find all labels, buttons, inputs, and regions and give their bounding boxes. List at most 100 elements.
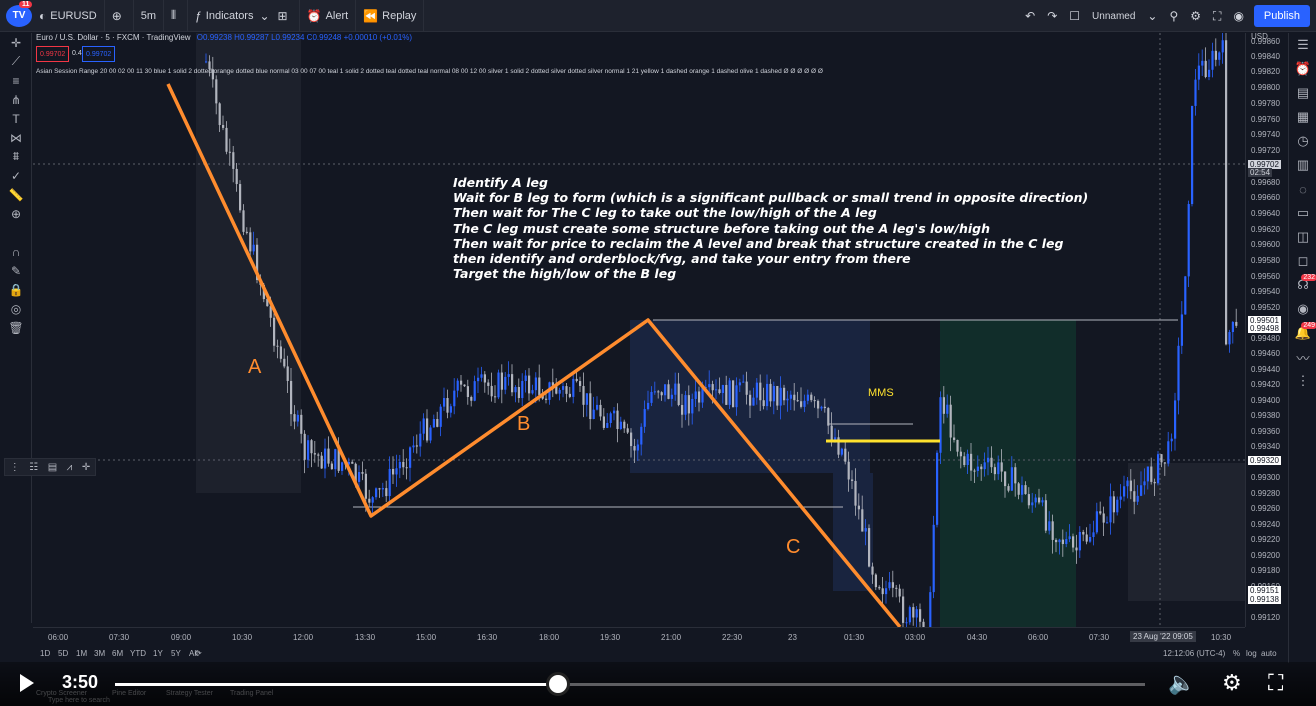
plus-circle-icon: ⊕ bbox=[111, 8, 122, 23]
text-icon[interactable]: T bbox=[12, 111, 20, 126]
alert-button[interactable]: ⏰ Alert bbox=[300, 0, 357, 32]
publish-button[interactable]: Publish bbox=[1253, 5, 1310, 27]
right-sidebar: ☰ ⏰ ▤ ▦ ◷ ▥ ◌ ▭ ◫ ◻ ☊ 232 ◉ 🔔 249 〰 ⋮ bbox=[1288, 33, 1316, 663]
strategy-notes[interactable]: Identify A leg Wait for B leg to form (w… bbox=[453, 175, 1088, 281]
magnet-icon[interactable]: ∩ bbox=[11, 244, 21, 259]
range-button-6m[interactable]: 6M bbox=[112, 649, 124, 658]
indicators-button[interactable]: ƒ Indicators ⌄ ⊞ bbox=[188, 0, 300, 32]
goto-date-icon[interactable]: ⟳ bbox=[195, 649, 202, 658]
search-icon[interactable]: ⚲ bbox=[1169, 9, 1179, 23]
zoom-in-icon[interactable]: ⊕ bbox=[10, 206, 22, 221]
watchlist-icon[interactable]: ☰ bbox=[1297, 37, 1309, 52]
leg-c-label[interactable]: C bbox=[786, 536, 801, 558]
currency-label[interactable]: USD bbox=[1251, 32, 1268, 41]
range-button-all[interactable]: All bbox=[189, 649, 198, 658]
crosshair-icon[interactable]: ✛ bbox=[10, 35, 22, 50]
streams-icon[interactable]: ☊ 232 bbox=[1297, 274, 1316, 292]
settings-icon[interactable]: ⚙ bbox=[1222, 670, 1242, 695]
chat-icon[interactable]: ▭ bbox=[1296, 205, 1310, 220]
undo-icon[interactable]: ↶ bbox=[1025, 9, 1036, 23]
candle-body bbox=[976, 466, 979, 471]
fullscreen-icon[interactable]: ⛶ bbox=[1268, 670, 1284, 695]
trash-icon[interactable]: 🗑 bbox=[8, 320, 24, 335]
price-label: 0.99340 bbox=[1251, 442, 1280, 451]
symbol-search-button[interactable]: ◐ EURUSD bbox=[32, 0, 105, 32]
interval-button[interactable]: 5m bbox=[134, 0, 165, 32]
floating-toolbar[interactable]: ⋮ ☷ ▤ ⩘ ✛ bbox=[4, 458, 96, 476]
pitchfork-icon[interactable]: ⋔ bbox=[10, 92, 22, 107]
fullscreen-icon[interactable]: ⛶ bbox=[1213, 8, 1222, 23]
lightbulb-icon[interactable]: ◌ bbox=[1299, 181, 1307, 197]
indicator-legend[interactable]: Asian Session Range 20 00 02 00 11 30 bl… bbox=[36, 68, 823, 75]
candle-body bbox=[616, 410, 619, 430]
data-window-icon[interactable]: ▤ bbox=[1296, 85, 1310, 100]
volume-icon[interactable]: 🔈 bbox=[1168, 670, 1196, 695]
candle-body bbox=[398, 461, 401, 469]
time-label: 12:00 bbox=[293, 633, 314, 642]
range-button-5d[interactable]: 5D bbox=[58, 649, 69, 658]
note-line: Target the high/low of the B leg bbox=[453, 266, 677, 282]
ruler-icon[interactable]: 📏 bbox=[8, 187, 24, 202]
gear-icon[interactable]: ⚙ bbox=[1190, 9, 1202, 23]
pattern-icon[interactable]: ⋈ bbox=[10, 130, 22, 145]
chart-canvas[interactable] bbox=[33, 33, 1245, 627]
drag-handle-icon[interactable]: ⋮ bbox=[9, 461, 20, 473]
price-chart[interactable] bbox=[33, 33, 1245, 627]
progress-scrubber[interactable] bbox=[546, 672, 570, 696]
clock-icon[interactable]: ◷ bbox=[1297, 133, 1309, 148]
dom-icon[interactable]: ⋮ bbox=[1296, 373, 1310, 388]
log-toggle[interactable]: log bbox=[1246, 649, 1257, 658]
time-axis[interactable]: 06:00 07:30 09:00 10:30 12:00 13:30 15:00 16:30… bbox=[33, 627, 1245, 645]
range-button-3m[interactable]: 3M bbox=[94, 649, 106, 658]
range-button-5y[interactable]: 5Y bbox=[171, 649, 181, 658]
lines-icon[interactable]: ☷ bbox=[29, 461, 39, 473]
calendar-icon[interactable]: ▥ bbox=[1296, 157, 1310, 172]
hotlists-icon[interactable]: ▦ bbox=[1296, 109, 1310, 124]
price-axis[interactable]: USD 0.99860 0.99840 0.99820 0.99800 0.99780 0… bbox=[1245, 32, 1288, 627]
range-button-1y[interactable]: 1Y bbox=[153, 649, 163, 658]
compare-button[interactable]: ⊕ bbox=[105, 0, 134, 32]
progress-bar[interactable] bbox=[115, 683, 1145, 686]
alarm-clock-icon[interactable]: ⏰ bbox=[1294, 61, 1312, 76]
horizontal-lines-icon[interactable]: ≡ bbox=[12, 73, 20, 88]
lock-icon[interactable]: 🔒 bbox=[8, 282, 24, 297]
cursor-icon[interactable]: ✛ bbox=[81, 461, 91, 473]
measure-tools-icon[interactable]: ⩩ bbox=[12, 149, 20, 163]
chart-type-button[interactable]: ⫴ bbox=[164, 0, 189, 32]
range-button-1d[interactable]: 1D bbox=[40, 649, 51, 658]
candle-body bbox=[728, 380, 731, 405]
auto-toggle[interactable]: auto bbox=[1261, 649, 1277, 658]
broadcast-icon[interactable]: ◉ bbox=[1297, 301, 1309, 316]
sell-button[interactable]: 0.99702 bbox=[36, 46, 70, 62]
redo-icon[interactable]: ↷ bbox=[1047, 9, 1058, 23]
lock-drawings-icon[interactable]: ✎ bbox=[10, 263, 22, 278]
candle-body bbox=[1078, 531, 1081, 551]
layout-select-icon[interactable]: ☐ bbox=[1069, 9, 1081, 23]
buy-button[interactable]: 0.99702 bbox=[82, 46, 116, 62]
layout-name[interactable]: Unnamed bbox=[1092, 10, 1136, 22]
checkmark-icon[interactable]: ✓ bbox=[10, 168, 22, 183]
trading-icon[interactable]: 〰 bbox=[1296, 350, 1310, 366]
clock-label[interactable]: 12:12:06 (UTC-4) bbox=[1163, 649, 1226, 658]
notifications-icon[interactable]: 🔔 249 bbox=[1294, 322, 1316, 340]
profile-avatar[interactable]: TV 11 bbox=[6, 0, 33, 27]
percent-toggle[interactable]: % bbox=[1233, 649, 1241, 658]
leg-a-label[interactable]: A bbox=[248, 356, 262, 378]
candle-body bbox=[810, 394, 813, 401]
leg-b-label[interactable]: B bbox=[517, 413, 531, 435]
range-button-ytd[interactable]: YTD bbox=[130, 649, 146, 658]
chevron-down-icon[interactable]: ⌄ bbox=[1147, 9, 1158, 23]
wave-icon[interactable]: ⩘ bbox=[66, 461, 73, 473]
mms-label[interactable]: MMS bbox=[868, 387, 894, 399]
trend-line-icon[interactable]: ⟋ bbox=[11, 54, 21, 68]
abc-leg-line[interactable] bbox=[166, 83, 902, 627]
ideas-icon[interactable]: ◫ bbox=[1296, 229, 1310, 244]
range-button-1m[interactable]: 1M bbox=[76, 649, 88, 658]
messages-icon[interactable]: ◻ bbox=[1297, 253, 1309, 268]
indicators-icon: ƒ bbox=[195, 8, 202, 23]
replay-button[interactable]: ⏪ Replay bbox=[356, 0, 425, 32]
eye-icon[interactable]: ◎ bbox=[10, 301, 22, 316]
camera-icon[interactable]: ◉ bbox=[1233, 9, 1244, 23]
play-icon[interactable] bbox=[20, 674, 34, 692]
template-icon[interactable]: ▤ bbox=[47, 461, 58, 473]
